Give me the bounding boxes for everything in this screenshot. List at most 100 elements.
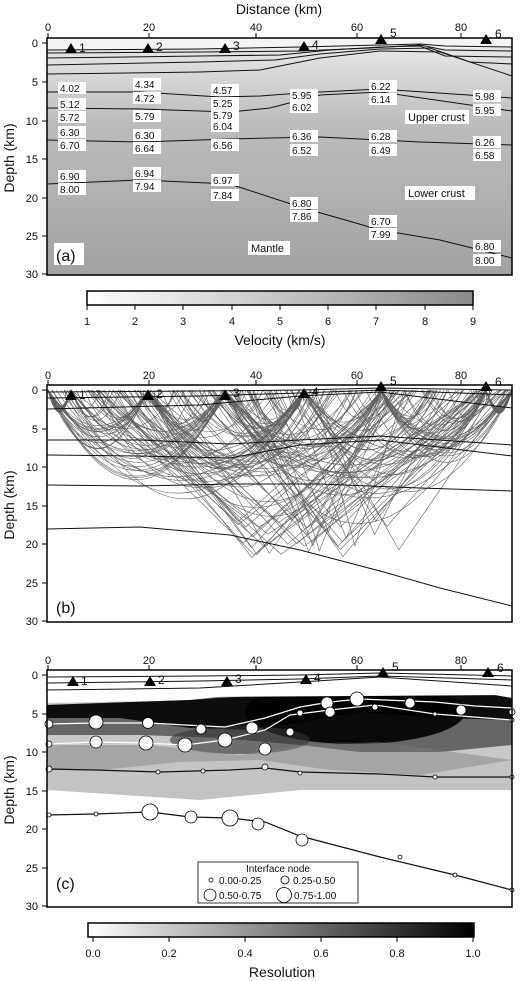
x-tick: 40 — [250, 370, 262, 382]
velocity-tick: 1 — [84, 316, 90, 328]
velocity-tick: 6 — [325, 316, 331, 328]
x-tick: 20 — [143, 655, 155, 667]
station-marker — [65, 43, 77, 53]
svg-text:6.58: 6.58 — [475, 151, 495, 162]
ray-path — [88, 389, 481, 547]
interface-node — [217, 732, 233, 748]
ray-path — [309, 389, 509, 551]
panel-a-x-ticks: 0 20 40 60 80 — [45, 22, 467, 34]
velocity-label: 4.72 — [133, 92, 161, 105]
panel-b-y-axis-title: Depth (km) — [1, 470, 17, 539]
velocity-label: 4.02 — [58, 82, 86, 95]
svg-text:5.12: 5.12 — [60, 100, 80, 111]
interface-node — [324, 706, 336, 718]
velocity-label: 5.95 — [473, 104, 501, 117]
svg-text:6.49: 6.49 — [371, 146, 391, 157]
legend-item: 0.25-0.50 — [293, 876, 336, 887]
ray-path — [149, 389, 500, 529]
interface-node — [200, 768, 206, 774]
x-tick: 0 — [45, 22, 51, 34]
panel-b-frame — [46, 384, 513, 623]
svg-text:6.22: 6.22 — [371, 82, 391, 93]
ray-path — [96, 389, 507, 555]
resolution-tick: 0.4 — [237, 948, 252, 960]
ray-path — [375, 389, 487, 434]
ray-path — [112, 389, 482, 523]
panel-c-frame — [46, 669, 513, 908]
y-tick: 20 — [26, 193, 38, 205]
y-tick: 25 — [26, 231, 38, 243]
ray-path — [222, 389, 305, 438]
svg-text:6.36: 6.36 — [292, 132, 312, 143]
panel-b-interfaces — [47, 387, 512, 607]
station-label: 4 — [312, 38, 319, 52]
interface-node — [285, 727, 295, 737]
resolution-tick: 0.8 — [389, 948, 404, 960]
panel-a-frame — [46, 37, 513, 276]
interface-nodes — [44, 691, 516, 893]
ray-path — [47, 389, 226, 480]
legend-symbol — [203, 888, 217, 902]
velocity-colorbar-gradient — [86, 290, 474, 306]
y-tick: 5 — [32, 424, 38, 436]
velocity-label: 6.22 — [369, 80, 397, 93]
svg-text:6.70: 6.70 — [60, 141, 80, 152]
legend-item: 0.50-0.75 — [219, 891, 262, 902]
station-marker — [221, 676, 233, 686]
region-label-upper-crust: Upper crust — [408, 112, 465, 124]
velocity-tick: 8 — [422, 316, 428, 328]
velocity-label: 6.02 — [290, 101, 318, 114]
svg-text:7.86: 7.86 — [292, 212, 312, 223]
station-marker — [67, 676, 79, 686]
interface-node — [245, 721, 259, 735]
ray-path — [380, 389, 463, 431]
ray-path — [70, 389, 194, 459]
svg-text:6.04: 6.04 — [213, 122, 233, 133]
ray-path — [63, 389, 226, 472]
velocity-label: 5.98 — [473, 90, 501, 103]
ray-path — [129, 389, 382, 508]
velocity-label: 6.30 — [133, 129, 161, 142]
ray-path — [47, 389, 226, 468]
velocity-label: 6.56 — [211, 139, 239, 152]
interface-node — [297, 770, 303, 776]
panel-c-x-ticks: 0 20 40 60 80 — [45, 655, 467, 667]
station-label: 3 — [233, 39, 240, 53]
ray-path — [181, 389, 226, 422]
svg-text:5.79: 5.79 — [213, 111, 233, 122]
interface-node — [155, 769, 161, 775]
ray-path — [248, 389, 392, 523]
panel-b-tag: (b) — [56, 600, 76, 617]
interface-node — [93, 811, 99, 817]
ray-path — [190, 389, 487, 529]
station-marker — [144, 676, 156, 686]
panel-a-y-ticks: 0 5 10 15 20 25 30 — [26, 38, 38, 281]
y-tick: 25 — [26, 578, 38, 590]
velocity-tick: 7 — [373, 316, 379, 328]
ray-path — [147, 389, 320, 471]
svg-text:6.30: 6.30 — [135, 131, 155, 142]
ray-path — [380, 389, 512, 457]
velocity-tick: 2 — [132, 316, 138, 328]
ray-path — [228, 389, 477, 528]
velocity-label: 4.57 — [211, 84, 239, 97]
ray-path — [229, 389, 482, 558]
ray-path — [273, 389, 395, 533]
interface-node — [195, 723, 207, 735]
station-label: 2 — [158, 673, 165, 687]
velocity-label: 7.84 — [211, 189, 239, 202]
legend-item: 0.00-0.25 — [219, 876, 262, 887]
panel-a-velocity-labels: 4.02 5.12 5.72 6.30 6.70 6.90 8.00 4.34 … — [58, 78, 501, 267]
y-tick: 0 — [32, 385, 38, 397]
y-tick: 10 — [26, 116, 38, 128]
station-marker — [480, 34, 492, 44]
svg-text:4.34: 4.34 — [135, 80, 155, 91]
station-marker — [480, 381, 492, 391]
y-tick: 15 — [26, 786, 38, 798]
velocity-label: 8.00 — [58, 183, 86, 196]
velocity-colorbar-title: Velocity (km/s) — [234, 332, 325, 348]
svg-text:6.90: 6.90 — [60, 172, 80, 183]
velocity-tick: 3 — [180, 316, 186, 328]
station-marker — [142, 43, 154, 53]
interface-node — [455, 704, 467, 716]
